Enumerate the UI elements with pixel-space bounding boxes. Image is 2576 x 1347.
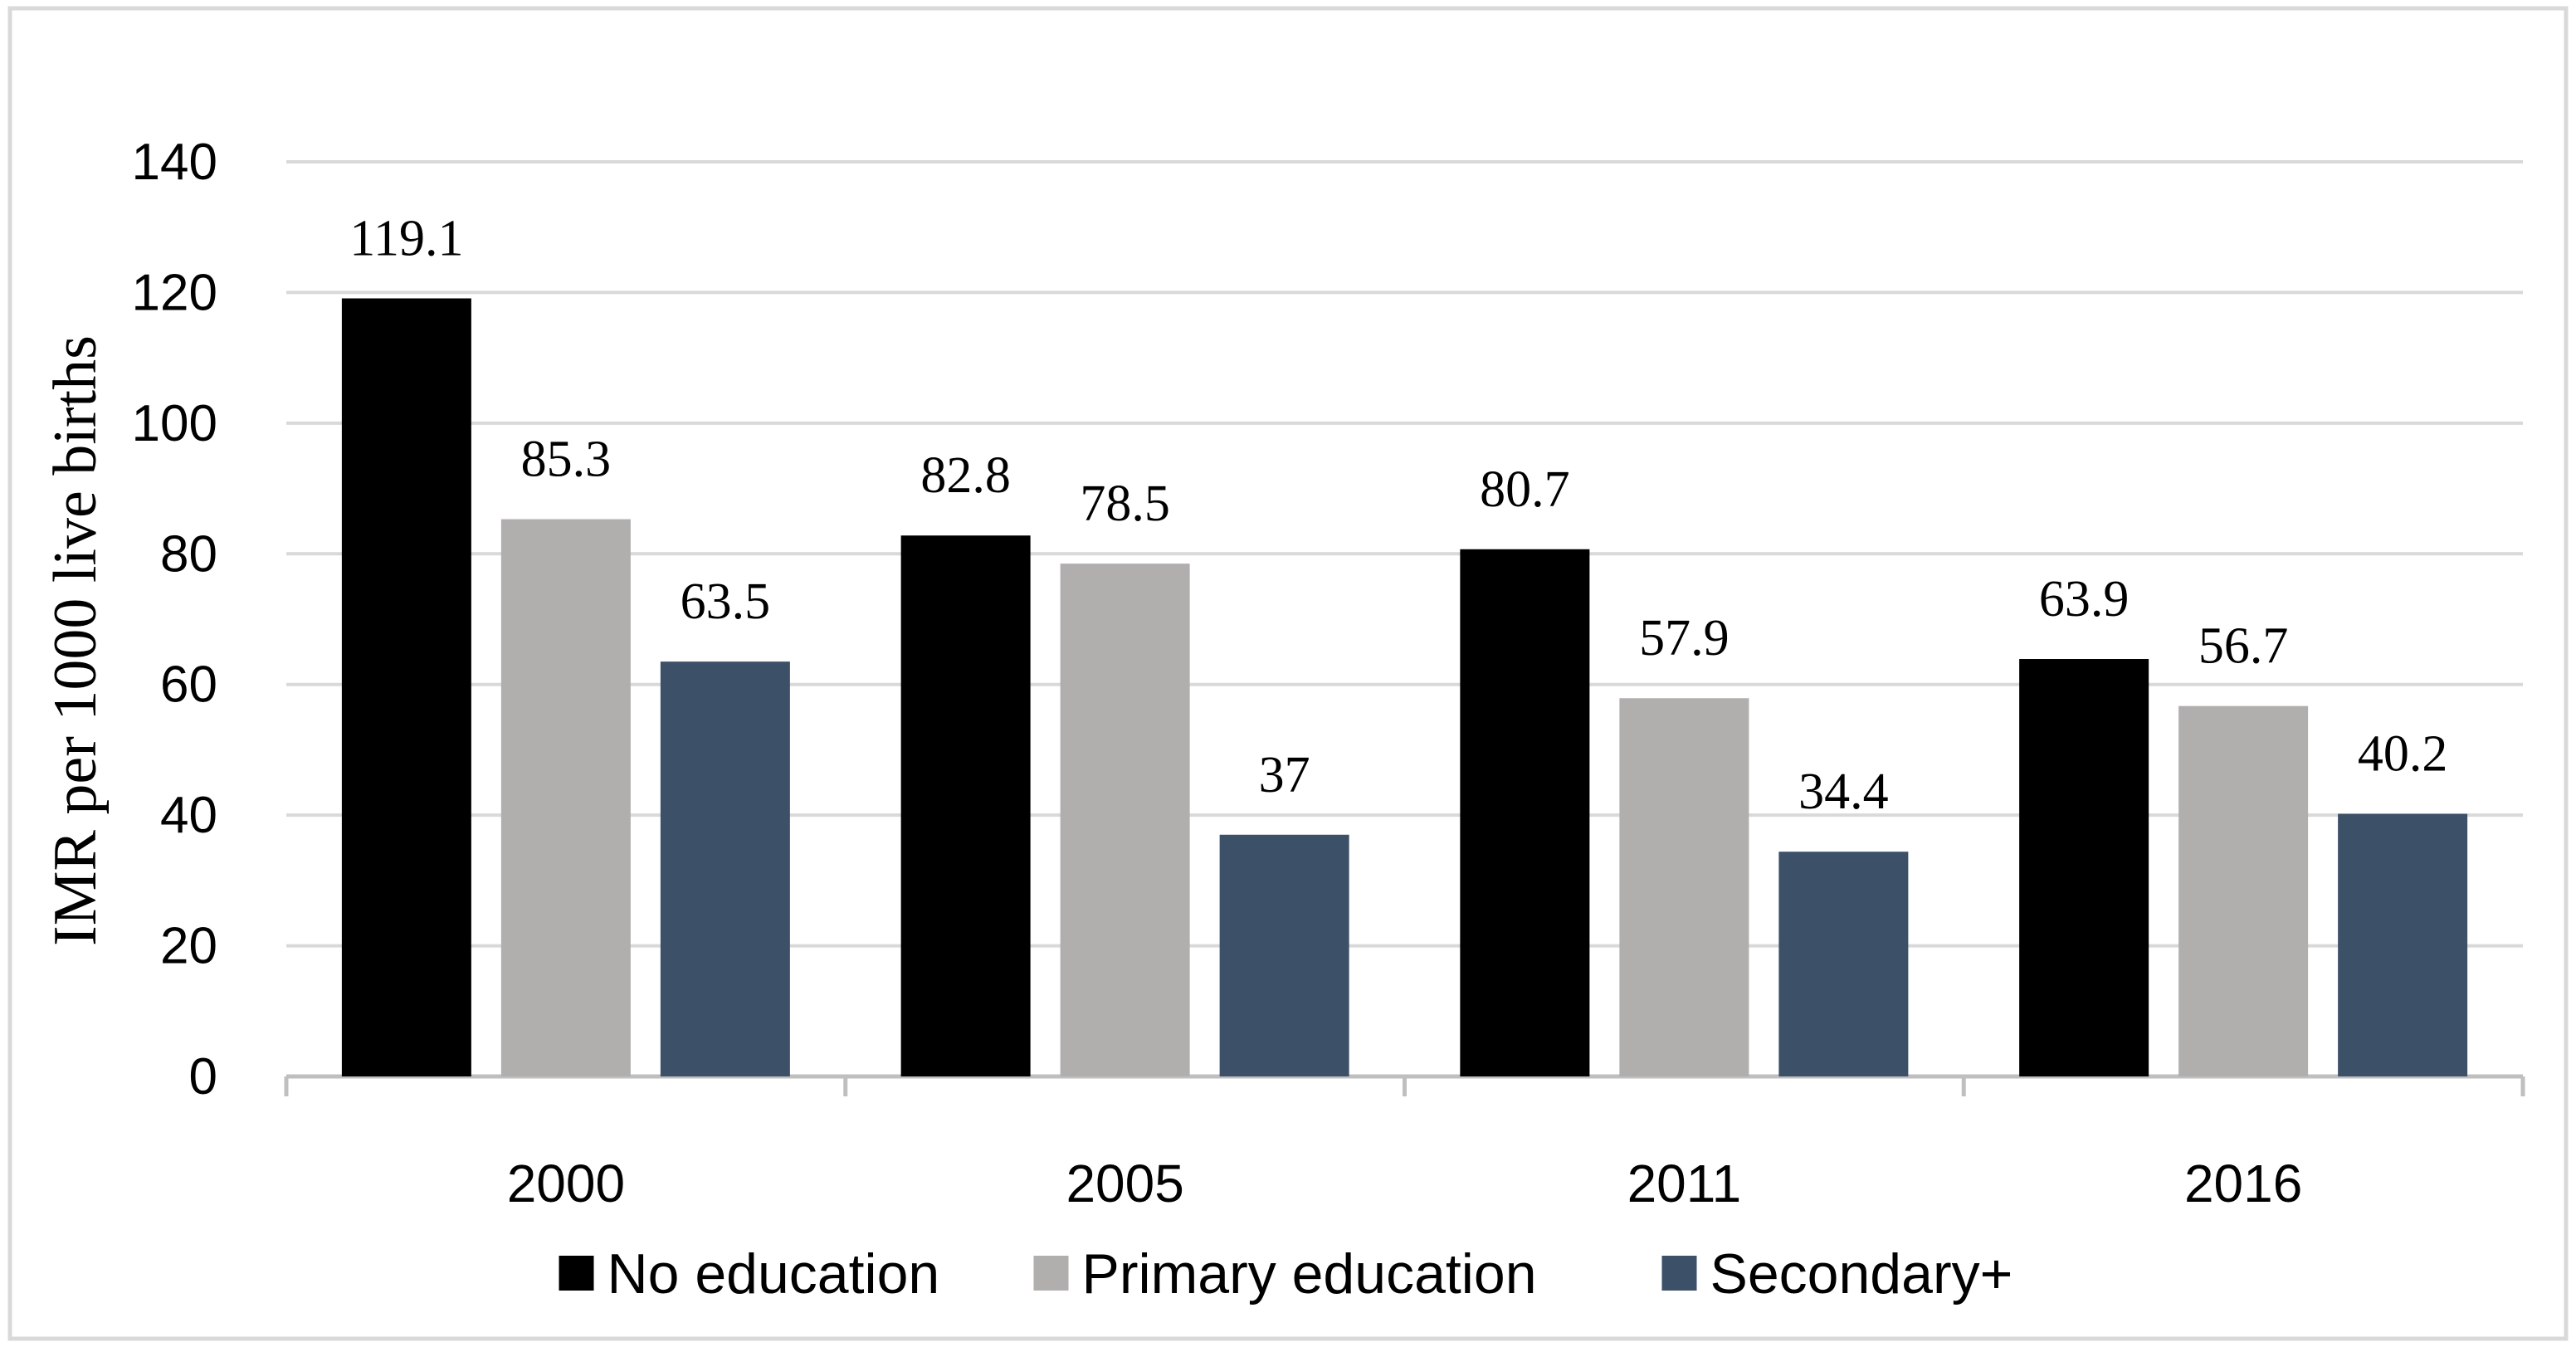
- bar: [660, 661, 790, 1076]
- bar: [1060, 564, 1190, 1076]
- y-tick-label: 60: [160, 656, 217, 714]
- legend-swatch: [1661, 1256, 1697, 1291]
- data-label: 56.7: [2198, 618, 2289, 675]
- bar: [2019, 659, 2149, 1076]
- y-tick-label: 0: [189, 1048, 217, 1105]
- bar: [1219, 834, 1349, 1076]
- data-label: 85.3: [521, 432, 612, 488]
- y-axis-title: IMR per 1000 live births: [41, 335, 110, 946]
- data-label: 37: [1259, 747, 1310, 803]
- data-label: 34.4: [1798, 764, 1889, 820]
- axes: 0 20 40 60 80 100 120 140 2000 2005 2011 2016: [132, 134, 2525, 1213]
- bars: [341, 298, 2468, 1077]
- legend-swatch: [559, 1256, 594, 1291]
- x-category-label: 2011: [1627, 1154, 1742, 1213]
- bar: [1778, 852, 1909, 1076]
- legend: No education Primary education Secondary+: [559, 1242, 2013, 1306]
- legend-label: Secondary+: [1710, 1242, 2013, 1306]
- data-label: 57.9: [1639, 610, 1730, 666]
- legend-swatch: [1033, 1256, 1069, 1291]
- bar: [2178, 705, 2309, 1076]
- bar: [900, 535, 1031, 1076]
- data-label: 78.5: [1080, 476, 1170, 532]
- bar: [341, 298, 471, 1077]
- data-label: 63.5: [681, 573, 771, 630]
- y-tick-label: 80: [160, 525, 217, 583]
- legend-label: No education: [607, 1242, 940, 1306]
- gridlines: [286, 160, 2523, 948]
- x-category-label: 2000: [507, 1154, 625, 1213]
- data-label: 40.2: [2358, 726, 2448, 783]
- y-tick-label: 20: [160, 918, 217, 975]
- data-label: 63.9: [2039, 571, 2130, 627]
- data-label: 82.8: [920, 447, 1011, 504]
- bar: [500, 519, 631, 1076]
- bar: [2338, 813, 2468, 1076]
- y-tick-label: 140: [132, 134, 217, 191]
- y-tick-label: 100: [132, 395, 217, 452]
- data-label: 119.1: [349, 211, 463, 267]
- bar: [1460, 549, 1590, 1076]
- data-labels: 119.1 85.3 63.5 82.8 78.5 37 80.7 57.9 34.4 63.9 5…: [349, 211, 2447, 821]
- x-category-label: 2016: [2184, 1154, 2302, 1213]
- y-tick-label: 120: [132, 264, 217, 321]
- legend-label: Primary education: [1082, 1242, 1537, 1306]
- data-label: 80.7: [1480, 461, 1570, 518]
- y-tick-label: 40: [160, 787, 217, 844]
- x-category-label: 2005: [1066, 1154, 1183, 1213]
- bar: [1619, 698, 1749, 1076]
